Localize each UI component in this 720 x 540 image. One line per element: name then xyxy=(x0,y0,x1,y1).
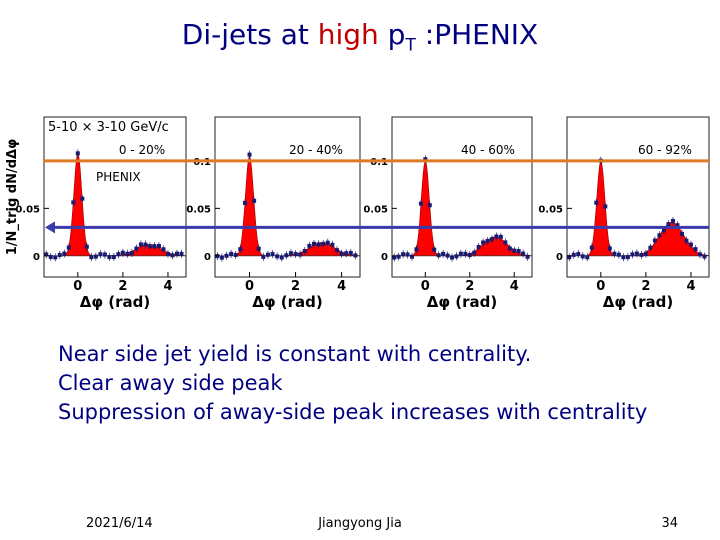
x-axis-label: Δφ (rad) xyxy=(603,293,674,311)
x-tick-label: 0 xyxy=(596,279,605,294)
y-tick-label: 0 xyxy=(381,252,388,263)
x-tick-label: 2 xyxy=(118,279,127,294)
x-tick-label: 4 xyxy=(163,279,172,294)
x-tick-label: 2 xyxy=(291,279,300,294)
y-tick-label: 0 xyxy=(204,252,211,263)
bullet-item: Clear away side peak xyxy=(58,371,283,395)
y-tick-label: 0 xyxy=(33,252,40,263)
x-tick-label: 0 xyxy=(421,279,430,294)
centrality-label: 0 - 20% xyxy=(119,143,165,157)
bullet-item: Suppression of away-side peak increases … xyxy=(58,400,648,424)
x-axis-label: Δφ (rad) xyxy=(252,293,323,311)
centrality-label: 60 - 92% xyxy=(638,143,692,157)
x-tick-label: 4 xyxy=(686,279,695,294)
y-tick-label: 0.05 xyxy=(15,204,40,215)
x-tick-label: 2 xyxy=(465,279,474,294)
chart-panel: 0 0.05 0 2 4 Δφ (rad) 0 - 20% 5-10 × 3-10 GeV/c… xyxy=(15,116,187,311)
y-tick-label: 0.05 xyxy=(363,204,388,215)
x-tick-label: 0 xyxy=(73,279,82,294)
footer-page-number: 34 xyxy=(661,516,678,531)
footer-date: 2021/6/14 xyxy=(86,516,153,531)
y-tick-label: 0.05 xyxy=(538,204,563,215)
x-tick-label: 2 xyxy=(641,279,650,294)
bullet-item: Near side jet yield is constant with cen… xyxy=(58,342,532,366)
x-tick-label: 4 xyxy=(510,279,519,294)
y-tick-label: 0 xyxy=(556,252,563,263)
slide-title: Di-jets at high pT :PHENIX xyxy=(181,18,539,56)
chart-panel: 00.050.1024Δφ (rad)40 - 60% xyxy=(363,116,533,311)
kinematics-label: 5-10 × 3-10 GeV/c xyxy=(48,120,169,135)
centrality-label: 40 - 60% xyxy=(461,143,515,157)
x-axis-label: Δφ (rad) xyxy=(80,293,151,311)
experiment-label: PHENIX xyxy=(96,170,141,184)
x-tick-label: 0 xyxy=(245,279,254,294)
bullet-list: Near side jet yield is constant with cen… xyxy=(58,340,647,427)
chart-panel: 00.050.1024Δφ (rad)20 - 40% xyxy=(186,116,361,311)
chart-panel: 0 0.05 0 2 4 Δφ (rad) 60 - 92% xyxy=(538,116,710,311)
y-axis-label: 1/N_trig dN/dΔφ xyxy=(5,139,20,256)
x-axis-label: Δφ (rad) xyxy=(427,293,498,311)
footer-author: Jiangyong Jia xyxy=(318,516,402,531)
y-tick-label: 0.05 xyxy=(186,204,211,215)
x-tick-label: 4 xyxy=(337,279,346,294)
correlation-chart: 1/N_trig dN/dΔφ 0 0.05 0 2 4 Δφ (rad) 0 - 20% 5-… xyxy=(5,116,710,311)
centrality-label: 20 - 40% xyxy=(289,143,343,157)
arrow-head xyxy=(45,221,55,234)
